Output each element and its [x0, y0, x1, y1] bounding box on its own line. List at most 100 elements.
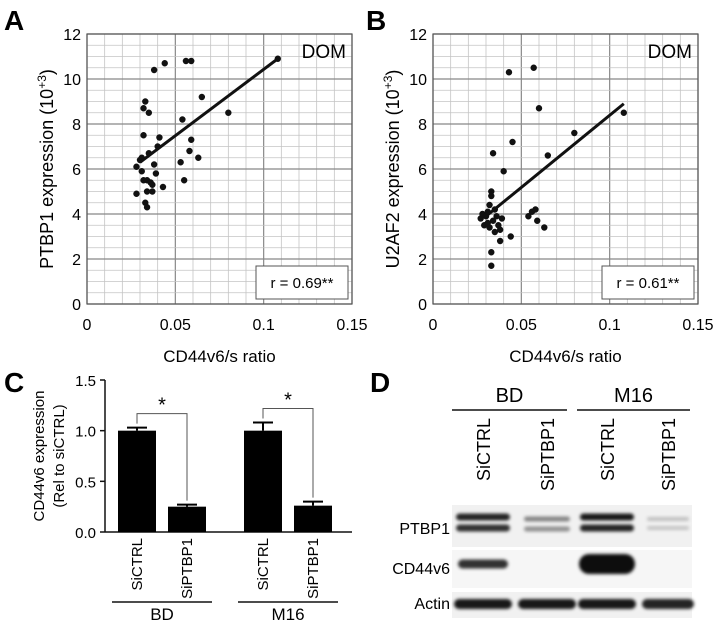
data-point: [152, 170, 160, 177]
data-point: [133, 163, 140, 170]
data-point: [507, 233, 514, 240]
scatter-panel-a: 0 2 4 6 8 10 12 0 0.05 0.1 0.15 CD44v6/s ratio PTBP1…: [35, 27, 368, 366]
blot-band: [524, 516, 570, 522]
data-point: [505, 69, 513, 76]
significance-bracket: [136, 413, 188, 501]
data-point: [150, 66, 158, 74]
y-tick-label: 12: [409, 27, 427, 44]
panel-letter-b: B: [366, 5, 386, 36]
y-axis-label-line1: CD44v6 expression: [31, 391, 48, 522]
y-tick-label: 1.0: [75, 424, 96, 441]
data-point: [498, 215, 506, 222]
x-tick-label: 0.15: [682, 317, 713, 334]
blot-lane-label: SiPTBP1: [538, 418, 558, 491]
blot-band: [458, 559, 508, 569]
y-tick-label: 6: [418, 162, 427, 179]
data-point: [195, 154, 202, 161]
y-tick-label: 0.0: [75, 525, 96, 542]
data-point: [484, 208, 491, 215]
blot-lane-label: SiCTRL: [598, 418, 618, 481]
blot-band: [579, 554, 635, 574]
data-point: [486, 201, 493, 209]
y-tick-label: 10: [63, 72, 81, 89]
data-point: [500, 168, 507, 175]
blot-band: [647, 526, 689, 530]
data-point: [142, 98, 149, 105]
data-point: [182, 57, 190, 65]
data-point: [133, 190, 140, 197]
bar-category-label: SiCTRL: [255, 538, 272, 591]
plot-frame: [86, 33, 353, 305]
trend-line: [485, 102, 625, 218]
bar: [168, 506, 206, 532]
x-tick-label: 0.1: [253, 317, 275, 334]
blot-band: [456, 524, 510, 532]
blot-band: [647, 517, 689, 521]
plot-frame: [432, 33, 699, 305]
x-tick-label: 0.1: [599, 317, 621, 334]
data-point: [488, 192, 495, 200]
data-point: [145, 150, 153, 157]
data-point: [140, 132, 147, 139]
corner-label: DOM: [302, 42, 346, 63]
bar-category-label: SiCTRL: [129, 538, 146, 591]
data-point: [180, 177, 188, 184]
blot-band: [580, 513, 634, 521]
data-point: [489, 217, 497, 224]
x-tick-label: 0: [83, 317, 92, 334]
x-tick-label: 0.05: [160, 317, 191, 334]
y-axis-label: U2AF2 expression (10+3): [381, 70, 403, 269]
bar-category-label: SiPTBP1: [179, 538, 196, 599]
panel-letter-d: D: [370, 367, 390, 398]
data-point: [532, 206, 539, 213]
data-point: [159, 183, 167, 191]
data-point: [143, 188, 151, 195]
blot-lane-label: SiPTBP1: [659, 418, 679, 491]
panel-letter-c: C: [4, 367, 24, 398]
data-point: [488, 262, 495, 269]
y-tick-label: 0: [72, 297, 81, 314]
y-tick-label: 4: [72, 207, 81, 224]
blot-row-label: CD44v6: [392, 561, 450, 578]
blot-band: [454, 599, 512, 609]
data-point: [149, 188, 156, 195]
data-point: [486, 224, 493, 231]
data-point: [150, 161, 158, 168]
data-point: [188, 57, 195, 65]
blot-group-label: M16: [614, 385, 653, 407]
data-point: [541, 224, 548, 231]
bar: [244, 430, 282, 532]
y-axis-label: PTBP1 expression (10+3): [35, 69, 57, 269]
blot-row-label: Actin: [414, 596, 450, 613]
western-blot-panel-d: BD M16 SiCTRL SiPTBP1 SiCTRL SiPTBP1 PTBP1 CD44…: [392, 385, 694, 618]
data-point: [188, 136, 195, 143]
data-point: [140, 105, 147, 112]
blot-band: [642, 599, 694, 609]
data-point: [177, 159, 184, 166]
trend-line: [139, 57, 279, 164]
blot-lane-label: SiCTRL: [474, 418, 494, 481]
panel-letter-a: A: [4, 5, 24, 36]
y-tick-label: 10: [409, 72, 427, 89]
blot-band: [524, 526, 570, 532]
stat-box: [601, 265, 695, 300]
y-tick-label: 12: [63, 27, 81, 44]
scatter-panel-b: 0 2 4 6 8 10 12 0 0.05 0.1 0.15 CD44v6/s ratio U2AF2…: [381, 27, 714, 366]
data-point: [525, 213, 532, 220]
data-point: [620, 109, 627, 116]
data-point: [496, 226, 504, 233]
data-point: [179, 116, 186, 123]
blot-row-label: PTBP1: [399, 521, 450, 538]
data-point: [493, 213, 500, 220]
data-point: [535, 105, 543, 112]
data-point: [186, 147, 193, 155]
data-point: [138, 168, 145, 175]
y-tick-label: 1.5: [75, 373, 96, 390]
data-point: [138, 154, 145, 161]
data-point: [154, 143, 161, 150]
data-point: [149, 181, 156, 188]
blot-band: [518, 599, 576, 609]
data-point: [145, 109, 153, 116]
data-point: [544, 152, 552, 159]
stat-text: r = 0.69**: [271, 275, 334, 292]
